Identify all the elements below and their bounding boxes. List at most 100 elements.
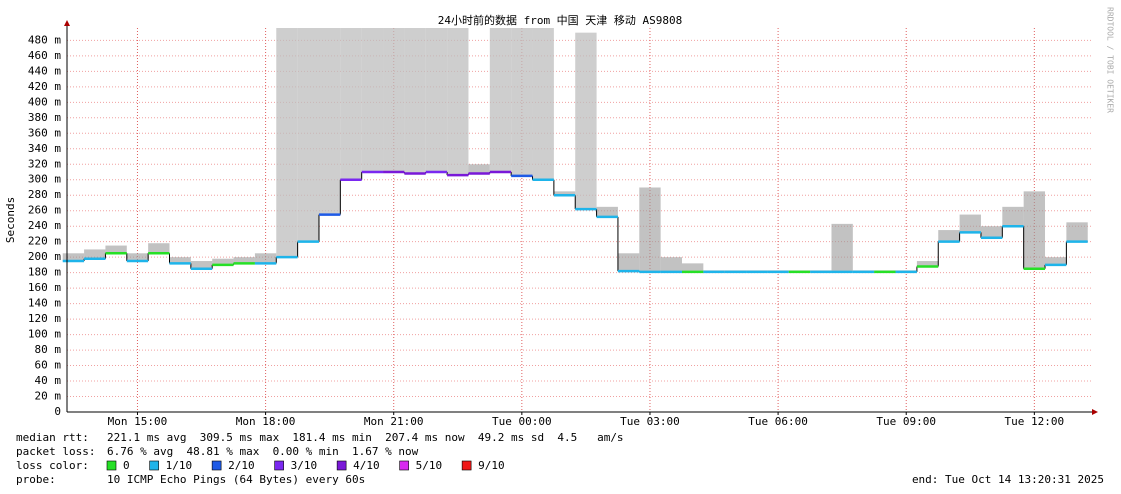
- loss-marker: [692, 271, 694, 273]
- smoke: [361, 28, 384, 172]
- y-tick-label: 160 m: [28, 281, 61, 294]
- smoke: [1045, 257, 1067, 265]
- y-tick-label: 300 m: [28, 173, 61, 186]
- smoke: [233, 257, 255, 264]
- stat-label: median rtt:: [16, 431, 89, 444]
- y-tick-label: 40 m: [35, 374, 62, 387]
- smoke: [212, 258, 234, 265]
- legend-swatch: [399, 460, 409, 471]
- y-tick-label: 400 m: [28, 95, 61, 108]
- loss-marker: [393, 171, 395, 173]
- smoke: [447, 28, 469, 176]
- y-tick-label: 340 m: [28, 142, 61, 155]
- x-tick-label: Tue 12:00: [1005, 415, 1065, 428]
- loss-marker: [564, 194, 566, 196]
- loss-marker: [841, 271, 843, 273]
- smoke: [980, 226, 1003, 238]
- loss-marker: [179, 262, 181, 264]
- smoke: [639, 187, 661, 272]
- loss-marker: [371, 171, 373, 173]
- smoke: [938, 230, 960, 242]
- loss-marker: [777, 271, 779, 273]
- legend-label: 3/10: [291, 459, 318, 472]
- y-tick-label: 100 m: [28, 328, 61, 341]
- loss-marker: [1033, 268, 1035, 270]
- y-tick-label: 80 m: [35, 343, 62, 356]
- y-tick-label: 280 m: [28, 188, 61, 201]
- legend-swatch: [149, 460, 159, 471]
- loss-marker: [969, 231, 971, 233]
- loss-marker: [820, 271, 822, 273]
- loss-marker: [457, 174, 459, 176]
- smoke: [959, 214, 981, 233]
- legend-label: 1/10: [166, 459, 193, 472]
- y-tick-label: 440 m: [28, 64, 61, 77]
- legend-swatch: [106, 460, 117, 471]
- stat-text: 6.76 % avg 48.81 % max 0.00 % min 1.67 %…: [107, 445, 419, 458]
- legend-label: 2/10: [228, 459, 255, 472]
- smoke: [340, 28, 362, 180]
- y-tick-label: 260 m: [28, 204, 61, 217]
- loss-marker: [478, 173, 480, 175]
- legend-swatch: [336, 460, 347, 471]
- legend: 0 1/10 2/10 3/10 4/10 5/10 9/10: [106, 459, 505, 472]
- x-tick-label: Tue 06:00: [748, 415, 808, 428]
- smoke: [425, 28, 448, 172]
- loss-marker: [499, 171, 501, 173]
- loss-marker: [1055, 264, 1057, 266]
- smoke: [532, 28, 554, 180]
- loss-marker: [414, 173, 416, 175]
- legend-label: 0: [123, 459, 130, 472]
- x-tick-label: Mon 21:00: [364, 415, 424, 428]
- watermark: RRDTOOL / TOBI OETIKER: [1106, 7, 1115, 113]
- loss-marker: [265, 262, 267, 264]
- y-tick-label: 480 m: [28, 33, 61, 46]
- y-tick-label: 240 m: [28, 219, 61, 232]
- smoke: [596, 206, 618, 217]
- legend-swatch: [461, 460, 472, 471]
- y-tick-label: 320 m: [28, 157, 61, 170]
- stat-text: 221.1 ms avg 309.5 ms max 181.4 ms min 2…: [107, 431, 624, 444]
- stat-label: packet loss:: [16, 445, 95, 458]
- smoke: [916, 261, 939, 267]
- end-time: end: Tue Oct 14 13:20:31 2025: [912, 473, 1104, 486]
- y-tick-label: 0: [54, 405, 61, 418]
- loss-marker: [585, 208, 587, 210]
- loss-marker: [158, 252, 160, 254]
- x-tick-label: Tue 00:00: [492, 415, 552, 428]
- loss-marker: [435, 171, 437, 173]
- smoke: [682, 263, 704, 272]
- plot: [62, 28, 1092, 412]
- loss-marker: [542, 179, 544, 181]
- smoke: [1066, 222, 1088, 242]
- loss-marker: [628, 270, 630, 272]
- smoke: [126, 253, 149, 262]
- y-arrow: [64, 20, 70, 26]
- stat-label: probe:: [16, 473, 56, 486]
- legend-title: loss color:: [16, 459, 89, 472]
- x-tick-label: Mon 18:00: [236, 415, 296, 428]
- smoke: [190, 261, 213, 269]
- loss-marker: [222, 264, 224, 266]
- loss-marker: [863, 271, 865, 273]
- loss-marker: [1012, 225, 1014, 227]
- y-tick-label: 120 m: [28, 312, 61, 325]
- smoke: [1002, 206, 1024, 227]
- loss-marker: [350, 179, 352, 181]
- loss-marker: [243, 262, 245, 264]
- smoke: [169, 257, 191, 264]
- loss-marker: [884, 271, 886, 273]
- smoke: [553, 191, 576, 196]
- smoke: [1023, 191, 1046, 269]
- smoke: [617, 253, 640, 272]
- y-tick-label: 60 m: [35, 359, 62, 372]
- y-tick-label: 360 m: [28, 126, 61, 139]
- x-arrow: [1092, 409, 1098, 415]
- loss-marker: [115, 252, 117, 254]
- loss-marker: [670, 271, 672, 273]
- y-tick-label: 200 m: [28, 250, 61, 263]
- smoke: [660, 257, 682, 272]
- loss-marker: [649, 271, 651, 273]
- y-tick-label: 180 m: [28, 266, 61, 279]
- x-tick-label: Tue 03:00: [620, 415, 680, 428]
